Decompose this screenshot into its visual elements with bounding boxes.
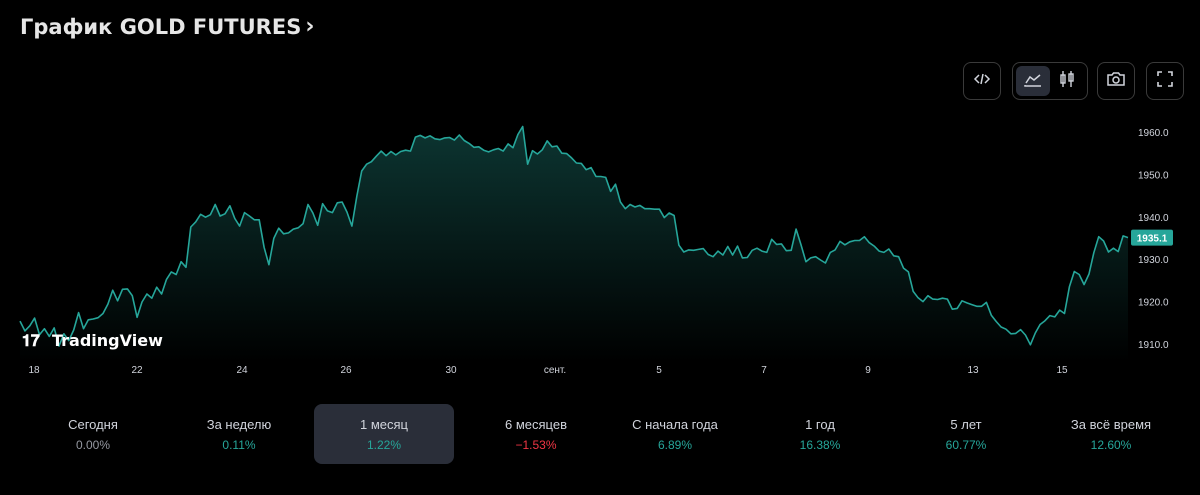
embed-code-icon — [973, 70, 991, 93]
area-chart-button[interactable] — [1016, 66, 1050, 96]
chart-style-switch — [1012, 62, 1088, 100]
chevron-right-icon: › — [305, 14, 315, 39]
period-change: 60.77% — [945, 437, 987, 452]
period-label: За неделю — [206, 416, 272, 432]
x-tick-label: 7 — [761, 365, 767, 376]
y-tick-label: 1960.0 — [1138, 128, 1169, 139]
period-tab[interactable]: Сегодня 0.00% — [23, 404, 163, 464]
watermark-text: TradingView — [52, 331, 163, 350]
tradingview-logo-icon: 𝟏𝟕 — [22, 331, 40, 350]
x-tick-label: 5 — [656, 365, 662, 376]
price-chart[interactable]: 1960.0 1950.0 1940.0 1930.0 1920.0 1910.0 18 2… — [0, 100, 1200, 385]
y-tick-label: 1910.0 — [1138, 340, 1169, 351]
x-tick-label: 30 — [445, 365, 457, 376]
last-price-badge: 1935.1 — [1131, 229, 1173, 246]
period-label: 1 месяц — [360, 416, 408, 432]
area-chart-icon — [1023, 70, 1043, 93]
period-change: 6.89% — [657, 437, 693, 452]
last-price-label: 1935.1 — [1137, 234, 1168, 245]
price-line — [19, 125, 1129, 347]
x-tick-label: 15 — [1056, 365, 1068, 376]
y-tick-label: 1940.0 — [1138, 213, 1169, 224]
period-label: С начала года — [632, 416, 718, 432]
y-tick-label: 1950.0 — [1138, 170, 1169, 181]
period-change: −1.53% — [515, 437, 557, 452]
period-tab[interactable]: 5 лет 60.77% — [896, 404, 1036, 464]
price-area — [20, 126, 1128, 362]
period-change: 0.00% — [75, 437, 111, 452]
period-label: За всё время — [1070, 416, 1152, 432]
period-tab[interactable]: За неделю 0.11% — [169, 404, 309, 464]
page-title[interactable]: График GOLD FUTURES › — [20, 14, 314, 39]
period-change: 0.11% — [222, 437, 256, 452]
period-change: 1.22% — [366, 437, 402, 452]
x-tick-label: 13 — [967, 365, 979, 376]
candlestick-chart-button[interactable] — [1050, 66, 1084, 96]
x-tick-label: 24 — [236, 365, 248, 376]
y-tick-label: 1930.0 — [1138, 255, 1169, 266]
x-tick-label: 22 — [131, 365, 143, 376]
period-label: 1 год — [805, 416, 835, 432]
period-label: 5 лет — [950, 416, 982, 432]
y-tick-label: 1920.0 — [1138, 298, 1169, 309]
title-text: График GOLD FUTURES — [20, 14, 302, 39]
screenshot-button[interactable] — [1097, 62, 1135, 100]
period-change: 16.38% — [799, 437, 841, 452]
period-tab[interactable]: 1 месяц 1.22% — [314, 404, 454, 464]
fullscreen-icon — [1156, 70, 1174, 93]
x-tick-label: 9 — [865, 365, 871, 376]
candlestick-icon — [1057, 69, 1077, 94]
period-change: 12.60% — [1090, 437, 1132, 452]
camera-icon — [1106, 70, 1126, 93]
period-tab[interactable]: 6 месяцев −1.53% — [466, 404, 606, 464]
period-tab[interactable]: С начала года 6.89% — [605, 404, 745, 464]
tradingview-watermark: 𝟏𝟕 TradingView — [22, 331, 163, 350]
x-tick-label: сент. — [544, 365, 566, 376]
fullscreen-button[interactable] — [1146, 62, 1184, 100]
period-label: Сегодня — [68, 416, 118, 432]
period-tab[interactable]: 1 год 16.38% — [750, 404, 890, 464]
period-label: 6 месяцев — [505, 416, 567, 432]
embed-code-button[interactable] — [963, 62, 1001, 100]
period-tab[interactable]: За всё время 12.60% — [1041, 404, 1181, 464]
x-tick-label: 18 — [28, 365, 40, 376]
period-tabs: Сегодня 0.00% За неделю 0.11% 1 месяц 1.22% 6 … — [0, 404, 1200, 464]
x-tick-label: 26 — [340, 365, 352, 376]
